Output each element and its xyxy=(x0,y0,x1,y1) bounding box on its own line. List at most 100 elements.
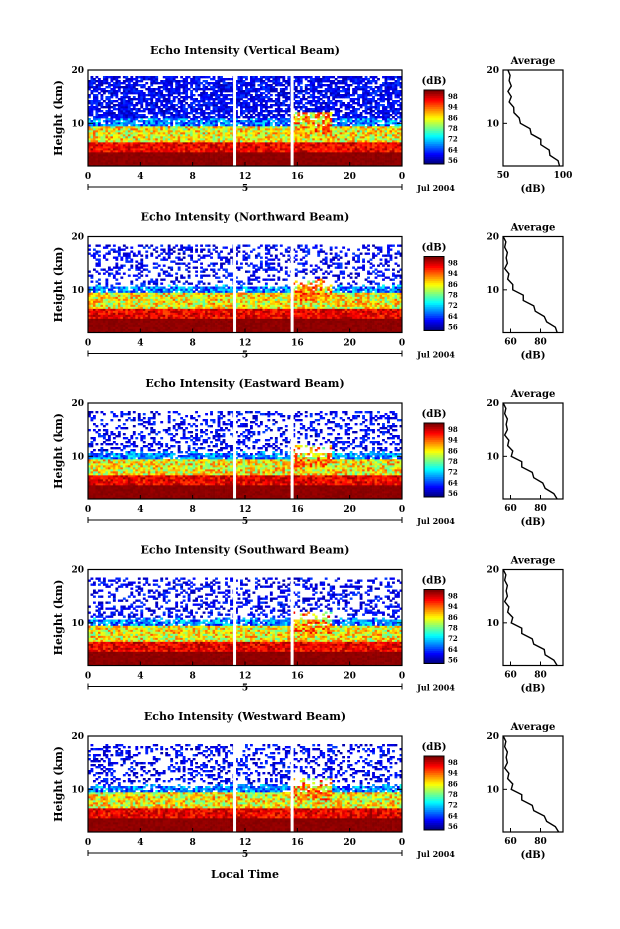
average-x-tick-label: 60 xyxy=(504,837,517,847)
x-tick-label: 16 xyxy=(291,172,304,182)
colorbar-tick-label: 78 xyxy=(448,457,458,466)
average-y-tick-label: 20 xyxy=(486,566,499,576)
x-tick-label: 12 xyxy=(239,339,252,349)
x-tick-label: 4 xyxy=(137,505,143,515)
data-gap xyxy=(233,736,236,832)
beam-panel-4: Echo Intensity (Westward Beam) Height (km… xyxy=(52,710,563,861)
colorbar-tick-label: 64 xyxy=(448,312,458,321)
y-axis-label: Height (km) xyxy=(52,247,65,323)
colorbar-tick-label: 72 xyxy=(448,468,458,477)
x-axis-label: Local Time xyxy=(211,868,279,881)
colorbar-tick-label: 98 xyxy=(448,259,458,268)
colorbar xyxy=(424,423,444,497)
average-x-tick-label: 80 xyxy=(534,504,547,514)
x-tick-label: 20 xyxy=(343,838,356,848)
colorbar-unit: (dB) xyxy=(422,243,447,254)
colorbar-tick-label: 64 xyxy=(448,478,458,487)
x-tick-label: 0 xyxy=(85,672,91,682)
x-tick-label: 20 xyxy=(343,505,356,515)
average-y-tick-label: 20 xyxy=(486,233,499,243)
date-label: Jul 2004 xyxy=(416,183,455,193)
average-y-tick-label: 20 xyxy=(486,66,499,76)
x-tick-label: 20 xyxy=(343,672,356,682)
colorbar-tick-label: 56 xyxy=(448,822,458,831)
data-gap xyxy=(233,403,236,499)
x-tick-label: 12 xyxy=(239,505,252,515)
colorbar xyxy=(424,756,444,830)
colorbar-tick-label: 56 xyxy=(448,489,458,498)
average-title: Average xyxy=(510,722,556,733)
average-x-label: (dB) xyxy=(521,850,546,861)
colorbar-tick-label: 78 xyxy=(448,124,458,133)
date-label: Jul 2004 xyxy=(416,350,455,360)
day-marker-label: 5 xyxy=(242,351,248,361)
colorbar-tick-label: 56 xyxy=(448,323,458,332)
x-tick-label: 12 xyxy=(239,672,252,682)
x-tick-label: 8 xyxy=(190,339,196,349)
colorbar-tick-label: 64 xyxy=(448,145,458,154)
data-gap xyxy=(233,570,236,666)
average-y-tick-label: 20 xyxy=(486,399,499,409)
colorbar-tick-label: 56 xyxy=(448,656,458,665)
x-tick-label: 0 xyxy=(399,172,405,182)
colorbar-unit: (dB) xyxy=(422,576,447,587)
x-tick-label: 0 xyxy=(399,505,405,515)
beam-panel-2: Echo Intensity (Eastward Beam)Height (km… xyxy=(52,377,563,528)
y-axis-label: Height (km) xyxy=(52,746,65,822)
y-tick-label: 20 xyxy=(71,732,84,742)
date-label: Jul 2004 xyxy=(416,516,455,526)
average-x-label: (dB) xyxy=(521,684,546,695)
average-x-tick-label: 60 xyxy=(504,338,517,348)
average-y-tick-label: 10 xyxy=(486,286,499,296)
colorbar-tick-label: 86 xyxy=(448,280,458,289)
data-gap xyxy=(291,70,294,166)
x-tick-label: 0 xyxy=(85,505,91,515)
x-tick-label: 8 xyxy=(190,672,196,682)
average-y-tick-label: 20 xyxy=(486,732,499,742)
heatmap-cells xyxy=(88,76,402,166)
y-tick-label: 10 xyxy=(71,286,84,296)
x-tick-label: 4 xyxy=(137,172,143,182)
colorbar-tick-label: 98 xyxy=(448,425,458,434)
panel-title: Echo Intensity (Southward Beam) xyxy=(141,544,350,557)
x-tick-label: 0 xyxy=(85,838,91,848)
day-marker-label: 5 xyxy=(242,517,248,527)
x-tick-label: 8 xyxy=(190,505,196,515)
x-tick-label: 20 xyxy=(343,339,356,349)
x-tick-label: 16 xyxy=(291,339,304,349)
colorbar-tick-label: 78 xyxy=(448,291,458,300)
colorbar xyxy=(424,590,444,664)
colorbar-tick-label: 72 xyxy=(448,801,458,810)
data-gap xyxy=(291,736,294,832)
colorbar-tick-label: 94 xyxy=(448,269,458,278)
y-tick-label: 20 xyxy=(71,66,84,76)
beam-panel-0: Echo Intensity (Vertical Beam)Height (km… xyxy=(52,44,572,195)
average-x-label: (dB) xyxy=(521,517,546,528)
colorbar-tick-label: 72 xyxy=(448,634,458,643)
x-tick-label: 12 xyxy=(239,838,252,848)
x-tick-label: 0 xyxy=(85,172,91,182)
date-label: Jul 2004 xyxy=(416,683,455,693)
beam-panel-3: Echo Intensity (Southward Beam)Height (k… xyxy=(52,544,563,695)
beam-panel-1: Echo Intensity (Northward Beam) Height (k… xyxy=(52,211,563,362)
average-title: Average xyxy=(510,223,556,234)
average-x-tick-label: 100 xyxy=(554,171,573,181)
y-axis-label: Height (km) xyxy=(52,413,65,489)
data-gap xyxy=(233,70,236,166)
panel-title: Echo Intensity (Northward Beam) xyxy=(141,211,350,224)
colorbar-tick-label: 86 xyxy=(448,113,458,122)
y-tick-label: 20 xyxy=(71,399,84,409)
colorbar-tick-label: 86 xyxy=(448,779,458,788)
x-tick-label: 20 xyxy=(343,172,356,182)
average-x-tick-label: 80 xyxy=(534,338,547,348)
average-x-tick-label: 80 xyxy=(534,837,547,847)
panel-title: Echo Intensity (Westward Beam) xyxy=(144,710,346,723)
colorbar-tick-label: 98 xyxy=(448,92,458,101)
heatmap-cells xyxy=(88,411,402,499)
x-tick-label: 16 xyxy=(291,838,304,848)
colorbar-tick-label: 94 xyxy=(448,436,458,445)
date-label: Jul 2004 xyxy=(416,849,455,859)
x-tick-label: 12 xyxy=(239,172,252,182)
day-marker-label: 5 xyxy=(242,184,248,194)
average-profile-line xyxy=(503,736,559,832)
